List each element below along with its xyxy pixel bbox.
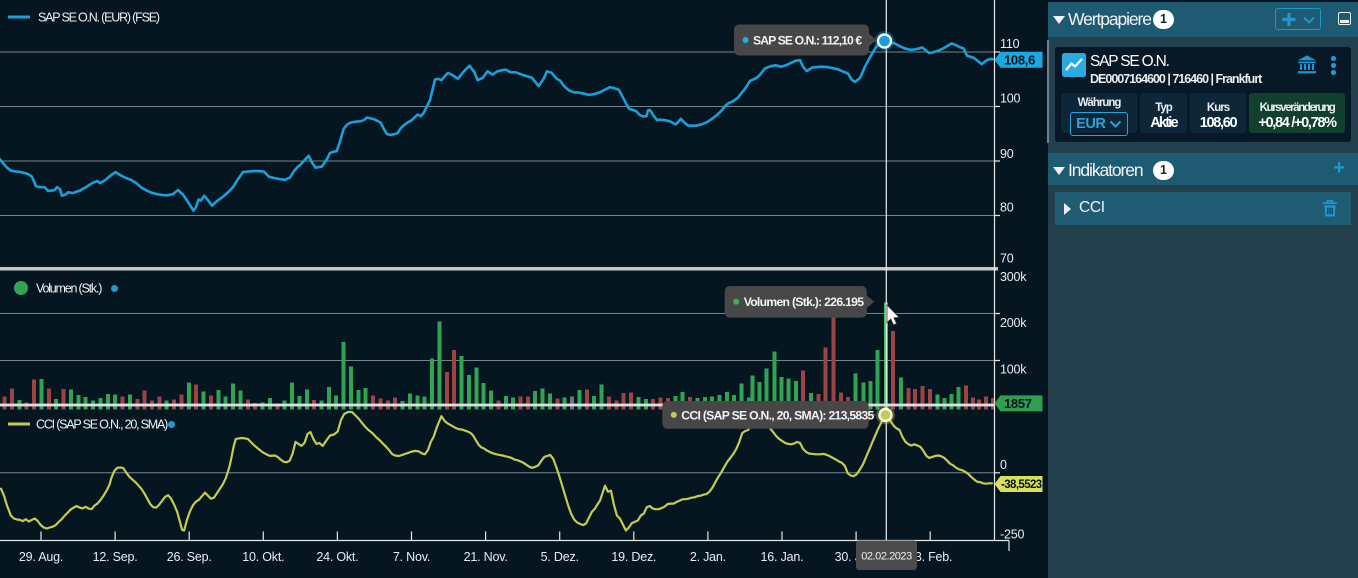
svg-text:16. Jan.: 16. Jan.	[761, 550, 804, 564]
svg-text:10. Okt.: 10. Okt.	[242, 550, 284, 564]
svg-text:100k: 100k	[1000, 363, 1027, 377]
svg-text:CCI (SAP SE O.N., 20, SMA): 21: CCI (SAP SE O.N., 20, SMA): 213,5835	[681, 408, 874, 422]
svg-text:70: 70	[1000, 252, 1014, 266]
svg-text:21. Nov.: 21. Nov.	[464, 550, 508, 564]
svg-text:5. Dez.: 5. Dez.	[541, 550, 579, 564]
svg-text:02.02.2023: 02.02.2023	[861, 551, 912, 563]
svg-text:SAP SE O.N. (EUR) (FSE): SAP SE O.N. (EUR) (FSE)	[38, 11, 160, 25]
svg-text:100: 100	[1000, 92, 1021, 106]
svg-text:12. Sep.: 12. Sep.	[93, 550, 138, 564]
svg-text:300k: 300k	[1000, 270, 1027, 284]
svg-text:-38,5523: -38,5523	[1001, 479, 1042, 491]
svg-text:-250: -250	[1000, 528, 1024, 542]
svg-text:110: 110	[1000, 37, 1020, 51]
svg-text:90: 90	[1000, 147, 1014, 161]
svg-text:0: 0	[1000, 458, 1007, 472]
svg-text:24. Okt.: 24. Okt.	[316, 550, 358, 564]
svg-text:CCI (SAP SE O.N., 20, SMA): CCI (SAP SE O.N., 20, SMA)	[36, 418, 168, 432]
svg-text:13. Feb.: 13. Feb.	[908, 550, 952, 564]
svg-text:200k: 200k	[1000, 316, 1027, 330]
svg-text:108,6: 108,6	[1004, 53, 1035, 68]
svg-text:Volumen (Stk.): 226.195: Volumen (Stk.): 226.195	[744, 295, 865, 309]
svg-text:7. Nov.: 7. Nov.	[393, 550, 430, 564]
svg-text:1857: 1857	[1004, 396, 1032, 411]
svg-text:26. Sep.: 26. Sep.	[167, 550, 212, 564]
svg-text:29. Aug.: 29. Aug.	[19, 550, 63, 564]
svg-text:Volumen (Stk.): Volumen (Stk.)	[36, 282, 102, 296]
svg-text:SAP SE O.N.: 112,10 €: SAP SE O.N.: 112,10 €	[753, 33, 862, 47]
svg-text:19. Dez.: 19. Dez.	[611, 550, 656, 564]
svg-text:80: 80	[1000, 201, 1014, 215]
svg-text:2. Jan.: 2. Jan.	[690, 550, 726, 564]
